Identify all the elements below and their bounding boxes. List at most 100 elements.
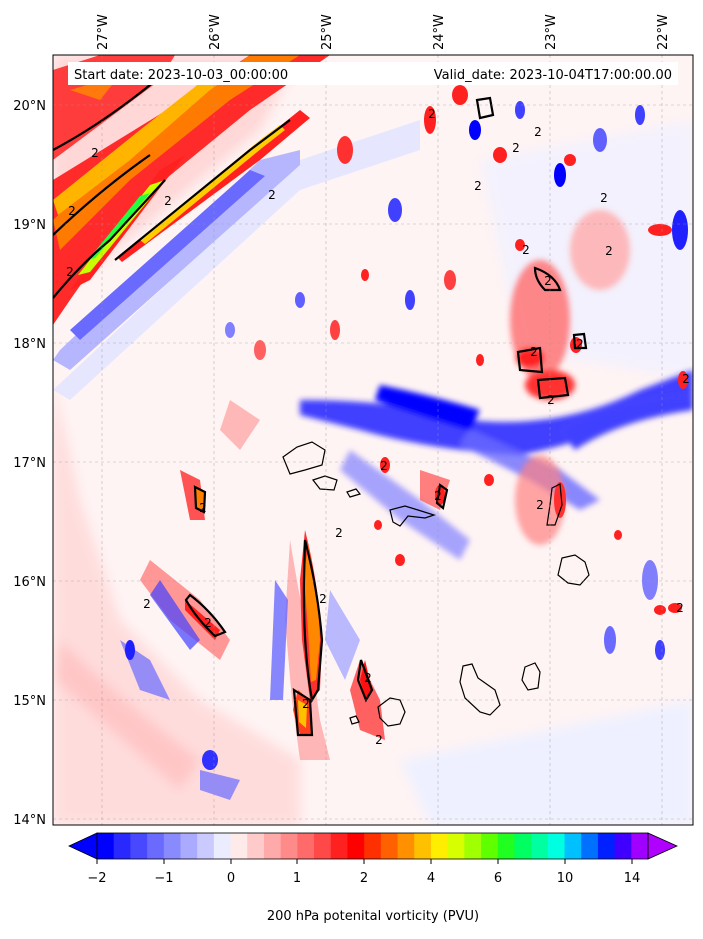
valid-date-label: Valid_date: 2023-10-04T17:00:00.00 bbox=[434, 68, 672, 83]
contour-label: 2 bbox=[335, 526, 343, 540]
colorbar-cell bbox=[597, 833, 616, 859]
lat-tick-label: 17°N bbox=[13, 456, 46, 471]
colorbar-over-extend bbox=[647, 832, 678, 860]
lat-tick-label: 20°N bbox=[13, 99, 46, 114]
contour-label: 2 bbox=[68, 204, 76, 218]
colorbar-cell bbox=[397, 833, 415, 859]
lon-tick-label: 27°W bbox=[96, 14, 111, 50]
colorbar-cell bbox=[97, 833, 115, 859]
contour-label: 2 bbox=[302, 697, 310, 711]
coastlines bbox=[282, 441, 590, 727]
colorbar-cell bbox=[213, 833, 232, 859]
colorbar-tick-label: 0 bbox=[227, 871, 235, 886]
lon-tick-labels: 27°W 26°W 25°W 24°W 23°W 22°W bbox=[96, 14, 671, 50]
contour-label: 2 bbox=[164, 194, 172, 208]
colorbar-cell bbox=[481, 833, 499, 859]
colorbar-tick-label: 6 bbox=[494, 871, 502, 886]
colorbar-cell bbox=[364, 833, 382, 859]
colorbar-cell bbox=[547, 833, 566, 859]
contour-label: 2 bbox=[682, 372, 690, 386]
contour-label: 2 bbox=[375, 733, 383, 747]
contour-label: 2 bbox=[434, 489, 442, 503]
contour-label: 2 bbox=[364, 671, 372, 685]
colorbar-tick-label: 4 bbox=[427, 871, 435, 886]
colorbar-under-extend bbox=[68, 832, 98, 860]
colorbar-tick-label: 14 bbox=[624, 871, 641, 886]
colorbar-cell bbox=[263, 833, 282, 859]
colorbar-tick-label: 1 bbox=[293, 871, 301, 886]
colorbar-cell bbox=[247, 833, 265, 859]
colorbar-tick-label: 10 bbox=[557, 871, 574, 886]
colorbar-cell bbox=[497, 833, 515, 859]
colorbar-cell bbox=[447, 833, 465, 859]
island-brava bbox=[349, 715, 360, 725]
lat-tick-label: 16°N bbox=[13, 575, 46, 590]
lat-tick-label: 14°N bbox=[13, 813, 46, 828]
contour-label: 2 bbox=[576, 337, 584, 351]
colorbar-cell bbox=[430, 833, 449, 859]
lat-tick-labels: 20°N 19°N 18°N 17°N 16°N 15°N 14°N bbox=[13, 99, 46, 828]
colorbar-cells bbox=[97, 833, 649, 859]
colorbar-frame bbox=[96, 832, 649, 860]
contour-label: 2 bbox=[536, 498, 544, 512]
map-panel: Start date: 2023-10-03_00:00:00 Valid_da… bbox=[53, 55, 693, 825]
lon-tick-label: 25°W bbox=[320, 14, 335, 50]
colorbar-cell bbox=[464, 833, 482, 859]
contour-label: 2 bbox=[522, 243, 530, 257]
contour-label: 2 bbox=[66, 265, 74, 279]
date-header-box bbox=[68, 62, 678, 85]
colorbar-cell bbox=[297, 833, 315, 859]
colorbar-cell bbox=[230, 833, 248, 859]
colorbar-cell bbox=[163, 833, 181, 859]
colorbar-cell bbox=[414, 833, 432, 859]
contour-label: 2 bbox=[547, 393, 555, 407]
colorbar-cell bbox=[330, 833, 348, 859]
colorbar-tick-label: −1 bbox=[154, 871, 173, 886]
contour-label: 2 bbox=[474, 179, 482, 193]
contour-label: 2 bbox=[204, 616, 212, 630]
island-santo-antao bbox=[282, 441, 326, 475]
island-santa-luzia bbox=[346, 488, 362, 498]
colorbar-cell bbox=[180, 833, 198, 859]
island-santiago bbox=[459, 663, 501, 716]
gridlines bbox=[53, 55, 693, 825]
colorbar-cell bbox=[130, 833, 148, 859]
colorbar-tick-label: −2 bbox=[87, 871, 106, 886]
colorbar-cell bbox=[380, 833, 399, 859]
island-fogo bbox=[377, 697, 406, 727]
lat-tick-label: 19°N bbox=[13, 218, 46, 233]
lat-tick-label: 15°N bbox=[13, 694, 46, 709]
colorbar-cell bbox=[280, 833, 298, 859]
lon-tick-label: 26°W bbox=[208, 14, 223, 50]
contour-label: 2 bbox=[512, 141, 520, 155]
island-maio bbox=[521, 662, 541, 691]
contour-label: 2 bbox=[605, 244, 613, 258]
contour-label: 2 bbox=[199, 501, 207, 515]
colorbar-cell bbox=[347, 833, 365, 859]
lon-tick-label: 22°W bbox=[656, 14, 671, 50]
contour-label: 2 bbox=[143, 597, 151, 611]
contour-label: 2 bbox=[600, 191, 608, 205]
colorbar-cell bbox=[581, 833, 599, 859]
contour-label: 2 bbox=[530, 345, 538, 359]
contour-label: 2 bbox=[676, 601, 684, 615]
colorbar-label: 200 hPa potenital vorticity (PVU) bbox=[267, 909, 479, 924]
contour-labels: 2 2 2 2 2 2 2 2 2 2 2 2 2 2 2 2 2 2 2 2 … bbox=[66, 107, 690, 747]
contour-label: 2 bbox=[268, 188, 276, 202]
start-date-label: Start date: 2023-10-03_00:00:00 bbox=[74, 68, 288, 83]
island-sao-nicolau bbox=[389, 505, 436, 527]
island-sao-vicente bbox=[312, 475, 338, 491]
colorbar-tick-labels: −2 −1 0 1 2 4 6 10 14 bbox=[87, 871, 640, 886]
contour-label: 2 bbox=[544, 274, 552, 288]
contour-label: 2 bbox=[91, 146, 99, 160]
colorbar-cell bbox=[531, 833, 549, 859]
colorbar-cell bbox=[514, 833, 532, 859]
lat-tick-label: 18°N bbox=[13, 337, 46, 352]
colorbar-cell bbox=[197, 833, 215, 859]
map-frame bbox=[52, 54, 694, 826]
contour-label: 2 bbox=[319, 592, 327, 606]
colorbar-cell bbox=[631, 833, 649, 859]
colorbar-cell bbox=[147, 833, 165, 859]
colorbar-cell bbox=[314, 833, 332, 859]
